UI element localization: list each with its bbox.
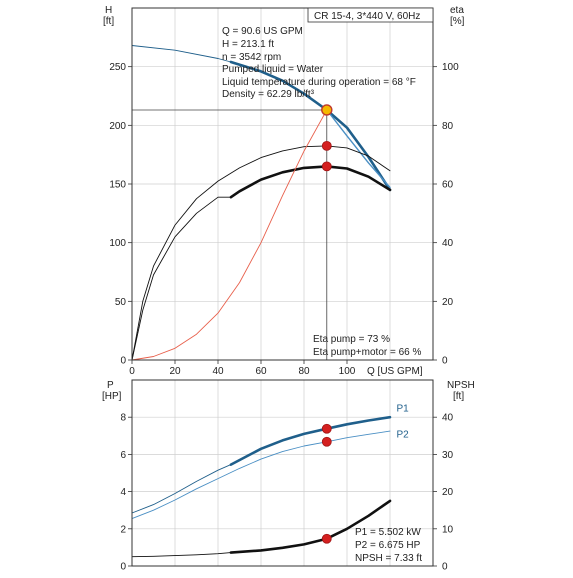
top-left-tick-label: 250 [109, 62, 126, 73]
duty-info-temperature: Liquid temperature during operation = 68… [222, 77, 416, 88]
x-axis-label: Q [US GPM] [367, 366, 423, 377]
bottom-series-3-line [131, 552, 232, 558]
top-left-tick-label: 0 [120, 356, 126, 367]
bottom-left-tick-label: 4 [120, 487, 126, 498]
bottom-series-1-line [229, 415, 392, 466]
top-tick-labels: 0 50 100 150 200 250 0 20 40 60 80 100 0 20 40 60 80 100 [109, 62, 459, 377]
series-label-p1: P1 [396, 404, 409, 415]
operating-point-markers [321, 104, 333, 544]
bottom-operating-marker [321, 533, 332, 544]
duty-info-flow: Q = 90.6 US GPM [222, 26, 303, 37]
top-right-tick-label: 80 [442, 121, 454, 132]
bottom-operating-marker [321, 436, 332, 447]
npsh-info: NPSH = 7.33 ft [355, 553, 422, 564]
bottom-left-axis-unit: [HP] [102, 391, 122, 402]
x-tick-label: 60 [255, 366, 267, 377]
chart-title: CR 15-4, 3*440 V, 60Hz [314, 11, 420, 22]
bottom-grid [132, 380, 433, 566]
bottom-right-axis-unit: [ft] [453, 391, 464, 402]
top-series-6-line [131, 109, 328, 361]
top-grid [132, 8, 433, 360]
power-p2-info: P2 = 6.675 HP [355, 540, 421, 551]
top-right-tick-label: 0 [442, 356, 448, 367]
top-right-tick-label: 100 [442, 62, 459, 73]
bottom-right-tick-label: 0 [442, 562, 448, 573]
bottom-left-axis-label: P [107, 380, 114, 391]
duty-info-speed: n = 3542 rpm [222, 52, 281, 63]
top-operating-marker [321, 140, 332, 151]
bottom-tick-labels: 0 2 4 6 8 0 10 20 30 40 [120, 413, 453, 573]
bottom-left-tick-label: 2 [120, 524, 126, 535]
duty-point-marker [321, 104, 333, 116]
top-curves [131, 45, 392, 361]
bottom-right-tick-label: 30 [442, 450, 454, 461]
bottom-right-axis-label: NPSH [447, 380, 475, 391]
top-left-tick-label: 200 [109, 121, 126, 132]
bottom-right-tick-label: 10 [442, 524, 454, 535]
top-series-4-line [131, 196, 232, 361]
top-right-tick-label: 20 [442, 297, 454, 308]
top-series-1-line [229, 60, 392, 192]
top-left-tick-label: 150 [109, 180, 126, 191]
top-left-tick-label: 50 [115, 297, 127, 308]
bottom-series-2-line [131, 430, 391, 520]
bottom-curves: P1 P2 [131, 404, 409, 558]
bottom-plot-frame [131, 379, 434, 567]
bottom-right-tick-label: 20 [442, 487, 454, 498]
duty-info-head: H = 213.1 ft [222, 39, 274, 50]
power-p1-info: P1 = 5.502 kW [355, 527, 421, 538]
bottom-operating-marker [321, 423, 332, 434]
top-series-3-line [131, 145, 391, 361]
top-right-axis-unit: [%] [450, 16, 465, 27]
series-label-p2: P2 [396, 430, 409, 441]
top-series-0-line [131, 45, 232, 63]
bottom-left-tick-label: 6 [120, 450, 126, 461]
x-tick-label: 0 [129, 366, 135, 377]
x-tick-label: 20 [169, 366, 181, 377]
bottom-series-4-line [229, 499, 392, 554]
x-tick-label: 100 [339, 366, 356, 377]
top-right-tick-label: 40 [442, 238, 454, 249]
top-left-axis-label: H [105, 5, 112, 16]
duty-info-density: Density = 62.29 lb/ft³ [222, 89, 315, 100]
top-left-tick-label: 100 [109, 238, 126, 249]
bottom-left-tick-label: 0 [120, 562, 126, 573]
top-right-axis-label: eta [450, 5, 464, 16]
title-box [307, 7, 434, 23]
top-series-5-line [229, 165, 392, 199]
top-operating-marker [321, 161, 332, 172]
duty-info-liquid: Pumped liquid = Water [222, 64, 324, 75]
bottom-left-tick-label: 8 [120, 413, 126, 424]
x-tick-label: 80 [298, 366, 310, 377]
top-left-axis-unit: [ft] [103, 16, 114, 27]
bottom-series-0-line [131, 464, 232, 514]
eta-pump-info: Eta pump = 73 % [313, 334, 390, 345]
eta-pump-motor-info: Eta pump+motor = 66 % [313, 347, 422, 358]
x-tick-label: 40 [212, 366, 224, 377]
duty-guides [132, 109, 328, 360]
top-right-tick-label: 60 [442, 180, 454, 191]
bottom-right-tick-label: 40 [442, 413, 454, 424]
top-series-2-line [326, 109, 391, 189]
